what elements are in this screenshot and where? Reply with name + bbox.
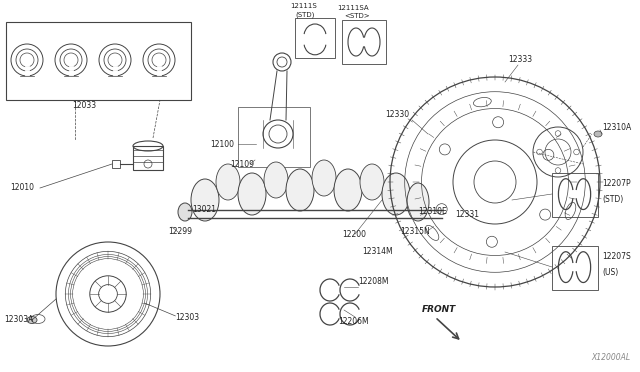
Ellipse shape [594,131,602,137]
Text: 12207S: 12207S [602,252,631,261]
Bar [552,246,598,290]
Text: 12033: 12033 [72,101,96,110]
Circle shape [493,117,504,128]
Ellipse shape [382,173,410,215]
Text: 13021: 13021 [192,205,216,214]
Text: 12331: 12331 [455,210,479,219]
Bar [342,20,386,64]
Text: X12000AL: X12000AL [591,353,630,362]
Circle shape [486,236,497,247]
Text: 12111S: 12111S [290,3,317,9]
Circle shape [436,204,447,215]
Ellipse shape [216,164,240,200]
Circle shape [540,209,550,220]
Text: 12010: 12010 [10,183,34,192]
Circle shape [537,149,542,155]
Text: 12314M: 12314M [362,247,392,256]
Text: 12111SA: 12111SA [337,5,369,11]
Ellipse shape [565,202,576,219]
Ellipse shape [360,164,384,200]
Ellipse shape [27,317,37,324]
Text: (STD): (STD) [295,11,314,17]
Text: 12333: 12333 [508,55,532,64]
Text: 12315N: 12315N [400,227,429,236]
Ellipse shape [264,162,288,198]
Text: 12310E: 12310E [418,207,447,216]
Bar [238,107,310,167]
Ellipse shape [286,169,314,211]
Text: 12100: 12100 [210,140,234,149]
Ellipse shape [334,169,362,211]
Ellipse shape [426,225,439,240]
Circle shape [556,131,561,136]
Ellipse shape [312,160,336,196]
Ellipse shape [191,179,219,221]
Text: (US): (US) [602,267,618,277]
Text: 12310A: 12310A [602,123,631,132]
Circle shape [556,168,561,173]
Text: 12109: 12109 [230,160,254,169]
Circle shape [573,149,579,155]
Text: 12207P: 12207P [602,179,630,188]
Text: 12299: 12299 [168,227,192,236]
Text: <STD>: <STD> [344,13,370,19]
Circle shape [543,149,554,160]
Text: 12200: 12200 [342,230,366,239]
Text: 12206M: 12206M [338,317,369,326]
Text: 12303A: 12303A [4,315,33,324]
Bar [112,160,120,168]
Bar [6,22,191,100]
Text: FRONT: FRONT [422,305,456,314]
Bar [133,146,163,170]
Ellipse shape [474,97,492,107]
Ellipse shape [407,183,429,221]
Circle shape [439,144,451,155]
Ellipse shape [238,173,266,215]
Text: 12330: 12330 [385,110,409,119]
Text: 12303: 12303 [175,313,199,322]
Text: 12208M: 12208M [358,277,388,286]
Bar [552,173,598,217]
Bar [295,18,335,58]
Text: (STD): (STD) [602,195,623,203]
Ellipse shape [178,203,192,221]
